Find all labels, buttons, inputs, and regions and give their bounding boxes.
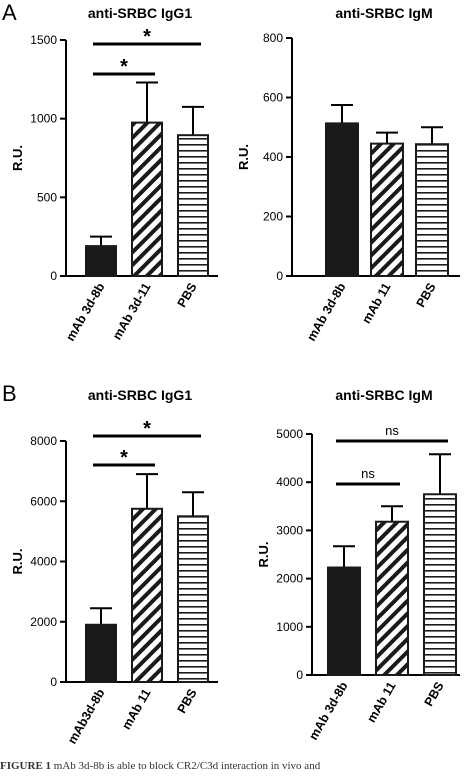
y-tick-label: 5000: [276, 427, 303, 441]
y-tick-label: 1000: [276, 620, 303, 634]
x-tick-label: mAb 3d-11: [110, 280, 154, 342]
y-tick-label: 8000: [30, 434, 57, 448]
caption-text: mAb 3d-8b is able to block CR2/C3d inter…: [51, 760, 321, 772]
significance-label: *: [120, 56, 128, 78]
bar: [131, 121, 163, 277]
y-tick-label: 2000: [276, 572, 303, 586]
bar: [177, 134, 209, 277]
y-tick-label: 200: [263, 210, 283, 224]
y-tick-label: 600: [263, 91, 283, 105]
bar: [85, 245, 117, 278]
y-tick-label: 3000: [276, 523, 303, 537]
y-tick-label: 6000: [30, 494, 57, 508]
chart-4: anti-SRBC IgM 0 1000 2000 3000 4000 5000 R.U. mA…: [256, 387, 460, 742]
figure-caption: FIGURE 1 mAb 3d-8b is able to block CR2/…: [0, 760, 474, 772]
panel-label-b: B: [2, 381, 17, 406]
y-axis-label: R.U.: [236, 144, 251, 170]
y-axis-label: R.U.: [10, 145, 25, 171]
significance-label: ns: [385, 423, 399, 438]
chart-title: anti-SRBC IgM: [335, 387, 432, 403]
bar: [131, 507, 163, 683]
significance-label: *: [143, 26, 151, 48]
y-tick-label: 4000: [276, 475, 303, 489]
significance-label: *: [143, 418, 151, 440]
y-tick-label: 2000: [30, 615, 57, 629]
x-tick-label: mAb 3d-8b: [63, 280, 108, 343]
bar: [370, 142, 404, 277]
y-tick-label: 1000: [30, 112, 57, 126]
y-tick-label: 0: [276, 269, 283, 283]
x-tick-label: PBS: [414, 281, 439, 310]
caption-figure-label: FIGURE 1: [0, 760, 52, 772]
chart-3: anti-SRBC IgG1 0 2000 4000 6000 8000 R.U. mAb3d…: [10, 387, 218, 746]
chart-title: anti-SRBC IgG1: [88, 387, 192, 403]
bar: [177, 515, 209, 683]
y-axis-label: R.U.: [256, 542, 271, 568]
chart-1: anti-SRBC IgG1 0 500 1000 1500 R.U. mAb 3d-8b m…: [10, 5, 218, 343]
y-tick-label: 400: [263, 150, 283, 164]
y-tick-label: 800: [263, 31, 283, 45]
chart-2: anti-SRBC IgM 0 200 400 600 800 R.U. mAb 3d-8b m…: [236, 5, 460, 343]
y-axis-label: R.U.: [10, 549, 25, 575]
panel-label-a: A: [2, 0, 17, 25]
x-tick-label: mAb 3d-8b: [304, 280, 349, 343]
x-tick-label: mAb 11: [359, 280, 393, 326]
x-tick-label: mAb3d-8b: [65, 686, 108, 746]
x-tick-label: mAb 3d-8b: [306, 679, 351, 742]
bar: [327, 566, 361, 676]
bar: [415, 143, 449, 277]
significance-label: *: [120, 447, 128, 469]
bar: [423, 493, 457, 676]
y-tick-label: 500: [37, 190, 57, 204]
x-tick-label: PBS: [422, 680, 447, 709]
y-tick-label: 0: [50, 675, 57, 689]
y-tick-label: 1500: [30, 33, 57, 47]
x-tick-label: mAb 11: [119, 686, 153, 732]
bar: [325, 122, 359, 277]
significance-label: ns: [361, 466, 375, 481]
x-tick-label: PBS: [175, 687, 200, 716]
chart-title: anti-SRBC IgG1: [88, 5, 192, 21]
chart-title: anti-SRBC IgM: [335, 5, 432, 21]
bar: [85, 623, 117, 684]
bar: [375, 520, 409, 676]
x-tick-label: PBS: [175, 281, 200, 310]
y-tick-label: 4000: [30, 555, 57, 569]
x-tick-label: mAb 11: [364, 679, 398, 725]
y-tick-label: 0: [50, 269, 57, 283]
y-tick-label: 0: [296, 668, 303, 682]
